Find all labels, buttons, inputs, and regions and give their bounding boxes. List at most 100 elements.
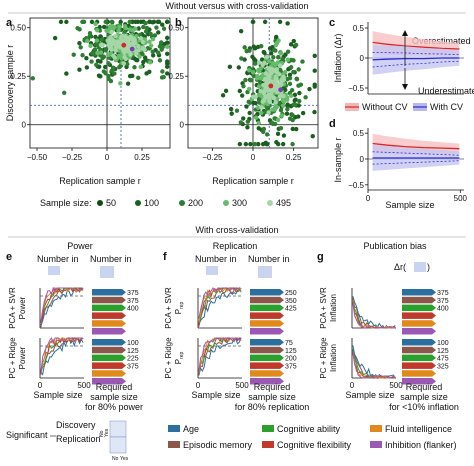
b-point <box>266 59 272 64</box>
e-xtick-label-1: 500 <box>77 381 91 390</box>
a-point <box>143 20 148 26</box>
f-bar-caption-0: Required <box>254 382 291 392</box>
sample-size-swatch-100 <box>135 200 141 206</box>
a-point <box>144 25 150 31</box>
b-point <box>256 92 262 98</box>
e-header-label-2: Number in <box>90 254 132 264</box>
a-point <box>109 29 114 35</box>
a-mean-point-red <box>121 42 127 48</box>
b-point <box>268 71 274 76</box>
b-point <box>278 108 284 113</box>
significance-row-discovery: Discovery <box>56 420 96 430</box>
a-point <box>98 42 104 48</box>
f-header-icon-1 <box>206 266 218 275</box>
e-row0-bar-arrow-3 <box>122 312 126 319</box>
e-row1-bar-label-3: 375 <box>127 363 139 370</box>
f-row1-bar-arrow-4 <box>280 370 284 377</box>
b-point <box>253 115 259 120</box>
phenotype-label-1: Episodic memory <box>183 440 253 450</box>
b-point <box>266 78 272 83</box>
b-point <box>277 93 283 99</box>
a-point <box>62 90 67 95</box>
a-point <box>93 21 98 27</box>
b-point <box>239 93 245 98</box>
e-header-label-1: Number in <box>37 254 79 264</box>
phenotype-swatch-3 <box>262 441 274 448</box>
a-point <box>58 19 64 25</box>
phenotype-swatch-0 <box>168 425 180 432</box>
a-point <box>90 50 95 56</box>
legend-without-cv-label: Without CV <box>362 102 408 112</box>
a-point <box>112 39 118 45</box>
e-bar-caption-0: Required <box>96 382 133 392</box>
b-point <box>251 73 257 79</box>
a-point <box>127 73 133 79</box>
a-point <box>107 44 113 50</box>
panel-c-inflation: Inflation (Δr) Overestimated Underestima… <box>333 22 474 96</box>
g-header-close: ) <box>427 262 430 272</box>
a-xtick-label: 0 <box>105 153 110 162</box>
e-row1-bar-arrow-0 <box>122 339 126 346</box>
panel-label-g: g <box>317 251 324 263</box>
b-point <box>275 131 281 136</box>
a-point <box>92 47 98 52</box>
a-point <box>108 78 114 84</box>
a-point <box>77 41 82 46</box>
f-row-ylabel-0: Prep <box>174 301 185 314</box>
g-row-method-0: PCA + SVR <box>319 287 328 329</box>
e-row0-bar-label-1: 375 <box>127 298 139 305</box>
annotation-overestimated: Overestimated <box>412 36 471 46</box>
g-row1-bar-5 <box>402 378 432 385</box>
a-point <box>118 81 123 86</box>
significance-col-no: No <box>99 430 105 437</box>
b-point <box>237 141 243 147</box>
a-point <box>95 50 100 56</box>
g-row1-bar-arrow-2 <box>432 354 436 362</box>
b-point <box>245 119 251 124</box>
a-point <box>132 65 137 70</box>
phenotype-label-5: Inhibition (flanker) <box>385 440 457 450</box>
b-point <box>262 76 268 82</box>
b-point <box>271 55 276 60</box>
a-point <box>143 29 149 34</box>
b-point <box>250 70 256 75</box>
a-point <box>97 24 102 30</box>
b-point <box>267 99 273 105</box>
a-mean-point-purple <box>129 46 135 52</box>
a-point <box>150 49 155 55</box>
g-row1-curve-5 <box>352 351 396 379</box>
b-point <box>256 141 261 147</box>
e-row1-bar-2 <box>92 354 122 362</box>
b-point <box>288 42 294 47</box>
a-point <box>109 39 114 45</box>
f-row1-bar-arrow-2 <box>280 354 284 362</box>
g-row1-bar-arrow-5 <box>432 378 436 385</box>
a-point <box>151 19 157 25</box>
e-row1-bar-1 <box>92 346 122 354</box>
e-row1-curve-4 <box>40 337 84 376</box>
g-row0-bar-0 <box>402 289 432 296</box>
e-row1-bar-3 <box>92 362 122 369</box>
a-point <box>165 59 170 64</box>
b-point <box>227 64 233 69</box>
f-row0-bar-2 <box>250 304 280 312</box>
b-point <box>241 116 246 121</box>
f-row1-bar-label-3: 375 <box>285 363 297 370</box>
e-row1-bar-arrow-4 <box>122 370 126 377</box>
g-row0-bar-arrow-0 <box>432 289 436 296</box>
phenotype-swatch-4 <box>370 425 382 432</box>
f-bar-caption-2: for 80% replication <box>235 402 310 412</box>
a-point <box>142 47 147 52</box>
b-point <box>258 66 263 71</box>
b-point <box>294 77 300 82</box>
panel-a-frame <box>29 17 171 149</box>
f-row0-bar-label-2: 425 <box>285 306 297 313</box>
b-point <box>312 53 317 59</box>
significance-row-replication: Replication <box>56 434 101 444</box>
a-point <box>112 55 117 60</box>
a-point <box>160 22 165 27</box>
a-point <box>161 26 167 31</box>
b-point <box>280 141 286 147</box>
g-row0-bar-arrow-2 <box>432 304 436 312</box>
panel-a-scatter: Discovery sample r Replication sample r … <box>5 17 171 186</box>
